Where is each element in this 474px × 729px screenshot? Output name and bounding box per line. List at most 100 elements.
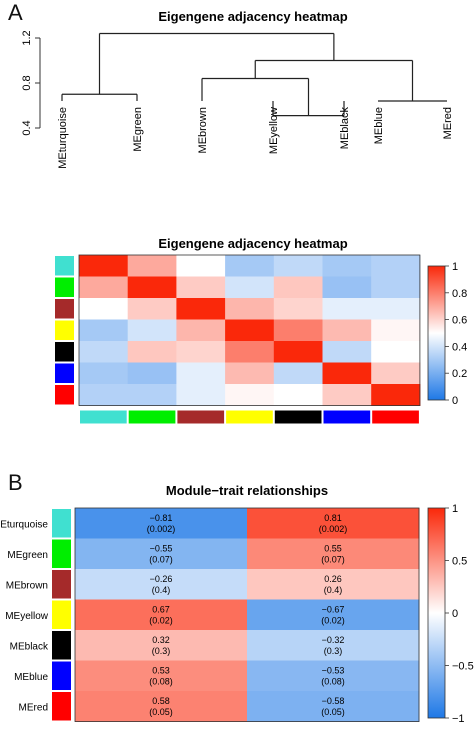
dendrogram-leaf-label: MEblue	[373, 107, 385, 144]
module-trait-pvalue: (0.02)	[149, 616, 173, 626]
adjacency-cell	[273, 298, 323, 320]
module-trait-correlation: −0.81	[150, 513, 173, 523]
module-trait-row-color	[52, 509, 71, 538]
module-trait-pvalue: (0.3)	[152, 646, 171, 656]
module-trait-correlation: −0.32	[322, 635, 345, 645]
adjacency-cell	[127, 319, 177, 342]
adjacency-row-color	[55, 277, 74, 297]
adjacency-col-color	[80, 410, 127, 424]
adjacency-cell	[225, 298, 275, 320]
module-trait-row-label: MEyellow	[5, 611, 49, 622]
module-trait-cell	[75, 630, 248, 661]
module-trait-pvalue: (0.4)	[152, 585, 171, 595]
module-trait-cell	[247, 569, 420, 600]
module-trait-correlation: −0.58	[322, 696, 345, 706]
adjacency-cell	[79, 276, 129, 299]
module-trait-correlation: 0.26	[324, 574, 342, 584]
module-trait-correlation: −0.55	[150, 544, 173, 554]
dendrogram-y-tick-label: 1.2	[21, 30, 33, 45]
module-trait-row-color	[52, 692, 71, 721]
module-trait-correlation: 0.58	[152, 696, 170, 706]
adjacency-legend-label: 0	[452, 395, 458, 407]
adjacency-cell	[273, 276, 323, 299]
adjacency-cell	[225, 319, 275, 342]
module-trait-row-color	[52, 570, 71, 599]
adjacency-cell	[322, 341, 372, 363]
adjacency-col-color	[177, 410, 225, 424]
module-trait-cell	[75, 691, 248, 722]
module-trait-correlation: 0.32	[152, 635, 170, 645]
adjacency-row-color	[55, 385, 74, 405]
adjacency-cell	[127, 384, 177, 406]
module-trait-correlation: 0.67	[152, 605, 170, 615]
module-trait-pvalue: (0.002)	[319, 524, 348, 534]
adjacency-cell	[371, 276, 421, 299]
module-trait-title: Module−trait relationships	[166, 483, 328, 498]
adjacency-frame	[78, 254, 421, 406]
module-trait-row-label: MEturquoise	[0, 519, 48, 530]
adjacency-cell	[273, 255, 323, 277]
adjacency-legend-label: 1	[452, 261, 458, 273]
dendrogram-leaf-label: MEred	[442, 107, 454, 139]
module-trait-row-label: MEgreen	[7, 550, 48, 561]
adjacency-cell	[79, 362, 129, 385]
adjacency-cell	[225, 341, 275, 363]
module-trait-correlation: 0.55	[324, 544, 342, 554]
adjacency-row-color	[55, 342, 74, 362]
adjacency-cell	[127, 362, 177, 385]
dendrogram-leaf-label: MEyellow	[268, 107, 280, 154]
module-trait-correlation: 0.53	[152, 666, 170, 676]
adjacency-cell	[322, 276, 372, 299]
adjacency-cell	[127, 298, 177, 320]
module-trait-legend-bar	[427, 507, 446, 719]
adjacency-cell	[225, 362, 275, 385]
module-trait-pvalue: (0.05)	[321, 707, 345, 717]
module-trait-row-color	[52, 631, 71, 660]
module-trait-legend-label: 1	[452, 503, 458, 515]
adjacency-legend-label: 0.8	[452, 288, 467, 300]
adjacency-cell	[176, 384, 226, 406]
adjacency-cell	[176, 298, 226, 320]
module-trait-row-color	[52, 600, 71, 629]
adjacency-cell	[371, 298, 421, 320]
adjacency-col-color	[226, 410, 273, 424]
dendrogram-y-tick-label: 0.4	[21, 120, 33, 135]
adjacency-cell	[371, 319, 421, 342]
adjacency-cell	[225, 384, 275, 406]
adjacency-cell	[176, 362, 226, 385]
dendrogram-leaf-label: MEgreen	[132, 107, 144, 152]
adjacency-col-color	[323, 410, 371, 424]
adjacency-legend-label: 0.2	[452, 368, 467, 380]
module-trait-row-color	[52, 661, 71, 690]
module-trait-correlation: 0.81	[324, 513, 342, 523]
module-trait-cell	[247, 599, 420, 631]
adjacency-cell	[127, 255, 177, 277]
adjacency-cell	[79, 255, 129, 277]
module-trait-cell	[75, 508, 248, 539]
module-trait-cell	[247, 660, 420, 692]
module-trait-correlation: −0.26	[150, 574, 173, 584]
adjacency-cell	[273, 362, 323, 385]
adjacency-cell	[79, 384, 129, 406]
adjacency-cell	[176, 341, 226, 363]
adjacency-legend-bar	[427, 265, 446, 401]
adjacency-cell	[176, 276, 226, 299]
adjacency-legend-label: 0.4	[452, 341, 467, 353]
module-trait-legend-label: 0	[452, 608, 458, 620]
adjacency-cell	[225, 276, 275, 299]
module-trait-legend-label: −0.5	[452, 661, 474, 673]
dendrogram-y-tick-label: 0.8	[21, 75, 33, 90]
adjacency-cell	[127, 341, 177, 363]
module-trait-cell	[75, 660, 248, 692]
adjacency-cell	[79, 319, 129, 342]
adjacency-cell	[322, 384, 372, 406]
module-trait-cell	[247, 538, 420, 570]
module-trait-pvalue: (0.08)	[149, 677, 173, 687]
adjacency-cell	[176, 319, 226, 342]
module-trait-row-label: MEred	[19, 702, 48, 713]
module-trait-row-label: MEbrown	[6, 580, 48, 591]
module-trait-pvalue: (0.3)	[324, 646, 343, 656]
dendrogram-leaf-label: MEturquoise	[57, 107, 69, 169]
adjacency-cell	[225, 255, 275, 277]
adjacency-cell	[273, 341, 323, 363]
